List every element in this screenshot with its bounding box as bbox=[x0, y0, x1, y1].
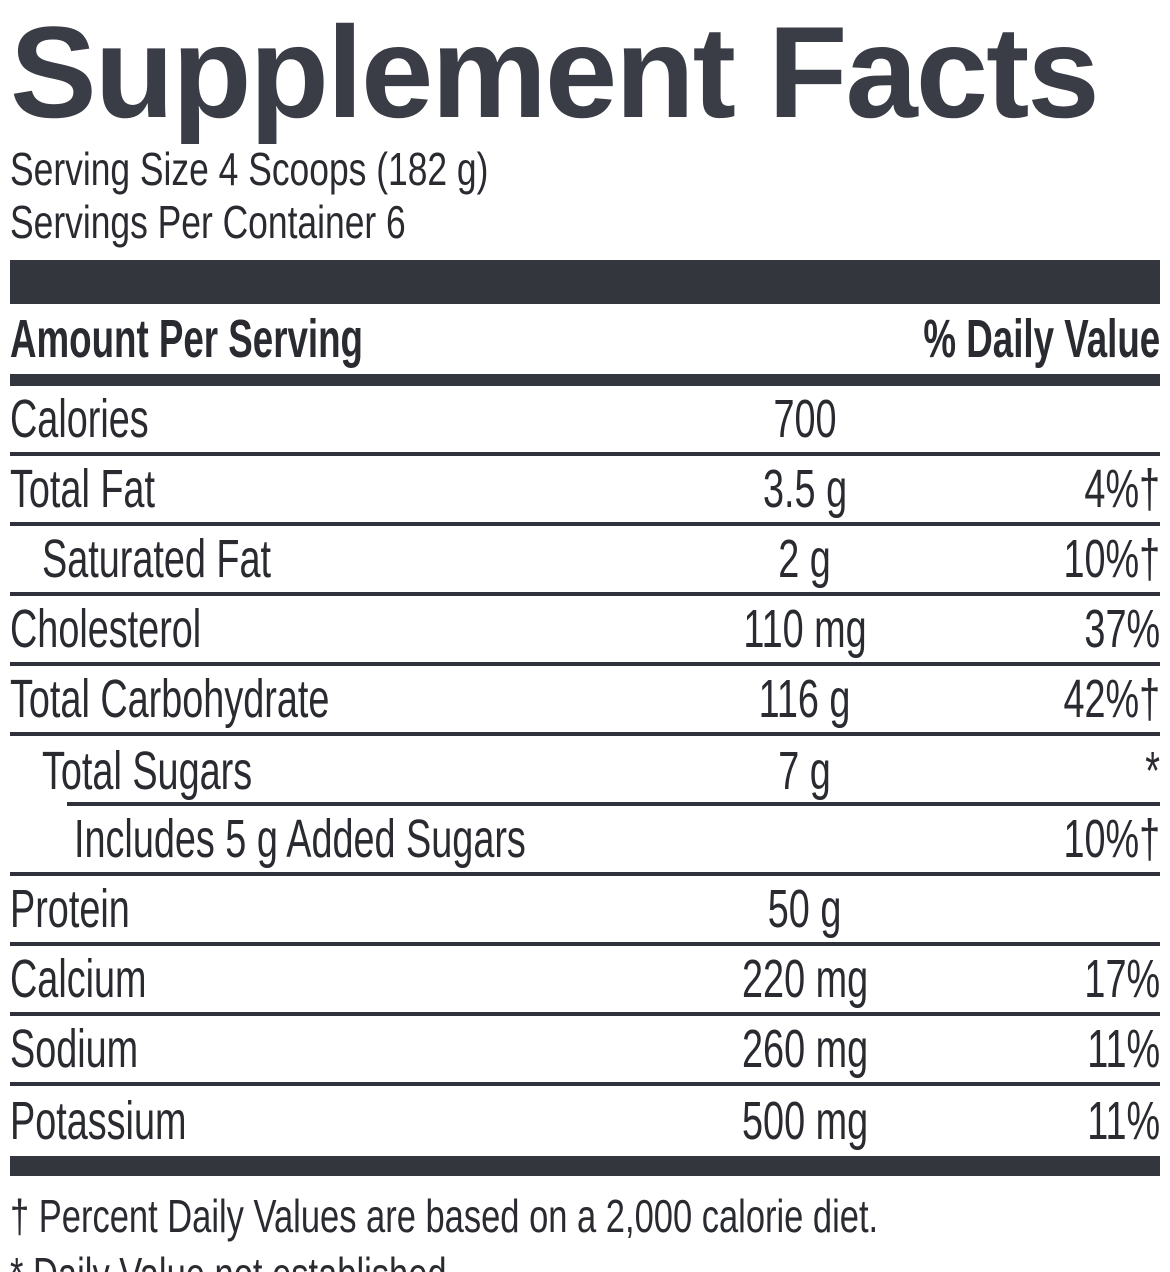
nutrient-dv: 4%† bbox=[1084, 458, 1160, 519]
top-divider-bar bbox=[10, 259, 1160, 304]
nutrient-name: Total Carbohydrate bbox=[10, 668, 330, 729]
table-row-added-sugars: Includes 5 g Added Sugars 10%† bbox=[10, 806, 1160, 876]
nutrient-amount: 220 mg bbox=[741, 948, 869, 1009]
nutrient-name: Total Sugars bbox=[42, 740, 253, 801]
nutrient-dv: 11% bbox=[1087, 1090, 1160, 1151]
table-row-cholesterol: Cholesterol 110 mg 37% bbox=[10, 596, 1160, 666]
nutrient-amount: 2 g bbox=[778, 528, 832, 589]
bottom-divider-bar bbox=[10, 1155, 1160, 1176]
nutrient-dv: 10%† bbox=[1063, 808, 1160, 869]
nutrient-name: Calcium bbox=[10, 948, 147, 1009]
nutrient-dv: 10%† bbox=[1063, 528, 1160, 589]
nutrient-amount: 3.5 g bbox=[762, 458, 848, 519]
nutrient-dv: 17% bbox=[1084, 948, 1160, 1009]
table-row-calories: Calories 700 bbox=[10, 386, 1160, 456]
table-row-potassium: Potassium 500 mg 11% bbox=[10, 1086, 1160, 1156]
nutrient-name: Cholesterol bbox=[10, 598, 202, 659]
table-header-row: Amount Per Serving % Daily Value bbox=[10, 304, 1160, 374]
nutrient-name: Calories bbox=[10, 388, 149, 449]
nutrient-dv: 42%† bbox=[1063, 668, 1160, 729]
label-title: Supplement Facts bbox=[10, 0, 1100, 145]
nutrient-dv: 37% bbox=[1084, 598, 1160, 659]
amount-per-serving-header: Amount Per Serving bbox=[10, 308, 363, 369]
nutrient-amount: 7 g bbox=[778, 740, 832, 801]
servings-per-container: Servings Per Container 6 bbox=[10, 196, 406, 249]
table-row-saturated-fat: Saturated Fat 2 g 10%† bbox=[10, 526, 1160, 596]
header-divider-bar bbox=[10, 373, 1160, 386]
table-row-sodium: Sodium 260 mg 11% bbox=[10, 1016, 1160, 1086]
table-row-total-carbohydrate: Total Carbohydrate 116 g 42%† bbox=[10, 666, 1160, 736]
nutrient-amount: 50 g bbox=[768, 878, 842, 939]
footnote-daily-values: † Percent Daily Values are based on a 2,… bbox=[10, 1189, 879, 1242]
footnote-dv-not-established: * Daily Value not established. bbox=[10, 1246, 456, 1272]
nutrient-amount: 116 g bbox=[759, 668, 851, 729]
table-row-total-sugars: Total Sugars 7 g * bbox=[10, 736, 1160, 806]
nutrient-amount: 500 mg bbox=[741, 1090, 869, 1151]
nutrient-amount: 260 mg bbox=[741, 1018, 869, 1079]
daily-value-header: % Daily Value bbox=[923, 308, 1160, 369]
nutrient-amount: 700 bbox=[773, 388, 837, 449]
nutrient-name: Saturated Fat bbox=[42, 528, 272, 589]
nutrient-amount: 110 mg bbox=[743, 598, 867, 659]
nutrient-name: Total Fat bbox=[10, 458, 155, 519]
table-row-calcium: Calcium 220 mg 17% bbox=[10, 946, 1160, 1016]
table-row-protein: Protein 50 g bbox=[10, 876, 1160, 946]
serving-info: Serving Size 4 Scoops (182 g) Servings P… bbox=[10, 131, 1160, 250]
nutrient-dv: 11% bbox=[1087, 1018, 1160, 1079]
nutrient-name: Protein bbox=[10, 878, 130, 939]
serving-size: Serving Size 4 Scoops (182 g) bbox=[10, 143, 489, 195]
footnotes: † Percent Daily Values are based on a 2,… bbox=[10, 1176, 1160, 1272]
table-row-total-fat: Total Fat 3.5 g 4%† bbox=[10, 456, 1160, 526]
nutrient-name: Potassium bbox=[10, 1090, 187, 1151]
nutrient-dv: * bbox=[1145, 740, 1160, 801]
nutrient-name: Sodium bbox=[10, 1018, 139, 1079]
nutrient-name: Includes 5 g Added Sugars bbox=[74, 808, 526, 869]
